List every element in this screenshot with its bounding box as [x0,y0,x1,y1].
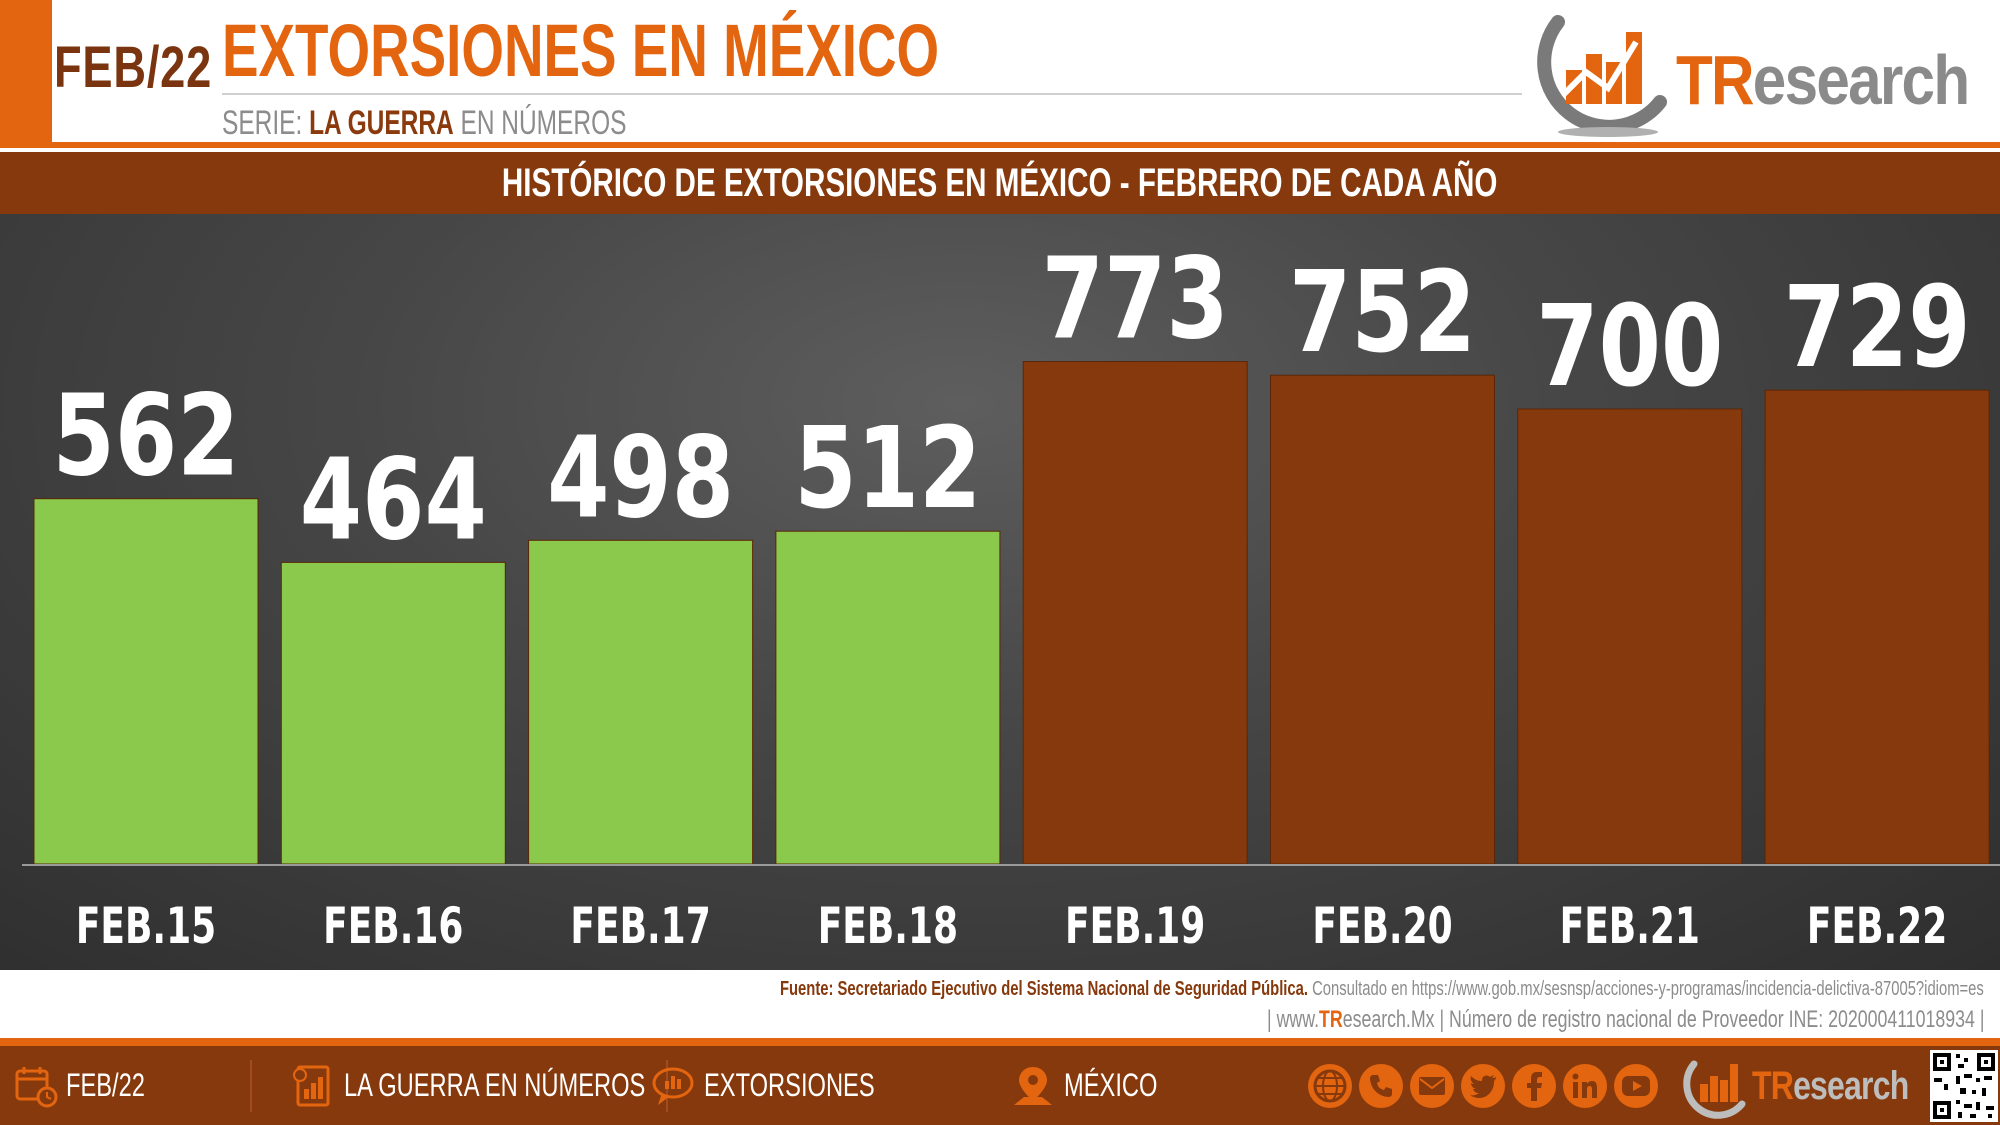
bar-feb-19 [1022,361,1248,865]
x-tick-label-feb-16: FEB.16 [323,898,463,955]
header-accent-stripe [0,0,52,142]
source-pipe-open: | www. [1266,1006,1319,1033]
source-site-rest: esearch.Mx [1342,1006,1435,1033]
x-tick-label-feb-19: FEB.19 [1065,898,1205,955]
linkedin-icon[interactable] [1563,1063,1607,1108]
source-citation: Fuente: Secretariado Ejecutivo del Siste… [780,978,1984,1001]
footer-logo-tr: TR [1752,1064,1794,1108]
source-consulted: Consultado en https://www.gob.mx/sesnsp/… [1312,978,1984,1000]
mail-icon[interactable] [1410,1063,1454,1108]
chart-title: HISTÓRICO DE EXTORSIONES EN MÉXICO - FEB… [502,160,1498,205]
footer-bar: FEB/22 LA GUERRA EN NÚMEROS EXTORSIONES … [0,1046,2000,1125]
footer-topic-item: EXTORSIONES [650,1046,935,1125]
speech-chart-icon [652,1067,694,1105]
header-bottom-rule [0,142,2000,148]
x-tick-label-feb-22: FEB.22 [1807,898,1947,955]
footer-logo-icon [1683,1060,1746,1119]
series-subtitle: SERIE: LA GUERRA EN NÚMEROS [222,104,626,143]
footer-date-item: FEB/22 [14,1046,173,1125]
header-date: FEB/22 [54,35,213,100]
series-prefix: SERIE: [222,104,303,142]
map-pin-icon [1014,1066,1052,1105]
footer-place-item: MÉXICO [1010,1046,1190,1125]
globe-icon[interactable] [1308,1063,1352,1108]
bar-feb-16 [280,561,506,865]
bar-feb-22 [1764,389,1990,865]
report-chart-icon [293,1065,330,1106]
tresearch-logo-text: TResearch [1676,40,1970,120]
footer-top-rule [0,1038,2000,1046]
source-label: Fuente: Secretariado Ejecutivo del Siste… [780,978,1309,1000]
calendar-icon [15,1066,58,1107]
qr-code-icon[interactable] [1930,1050,1998,1122]
data-label-feb-22: 729 [1784,262,1971,392]
data-label-feb-19: 773 [1042,234,1229,364]
bar-feb-15 [33,498,259,865]
bar-feb-18 [775,530,1001,865]
footer-series: LA GUERRA EN NÚMEROS [344,1067,646,1103]
footer-separator [250,1060,252,1112]
series-suffix: EN NÚMEROS [460,104,627,142]
logo-tr: TR [1676,41,1755,119]
footer-logo-text: TResearch [1752,1064,1909,1109]
data-label-feb-17: 498 [547,412,734,542]
x-tick-label-feb-15: FEB.15 [76,898,216,955]
source-registry: | Número de registro nacional de Proveed… [1438,1006,1984,1033]
footer-logo-rest: esearch [1793,1064,1909,1108]
bar-chart: 562 FEB.15 464 FEB.16 498 FEB.17 512 FEB.18 773 F… [22,234,2000,956]
series-highlight: LA GUERRA [309,104,454,142]
facebook-icon[interactable] [1512,1063,1556,1108]
footer-series-item: LA GUERRA EN NÚMEROS [290,1046,751,1125]
bar-feb-20 [1270,374,1495,865]
data-label-feb-20: 752 [1289,247,1476,377]
youtube-icon[interactable] [1614,1063,1658,1108]
bar-feb-21 [1517,408,1743,865]
bar-feb-17 [528,539,754,865]
social-links [1308,1046,1658,1125]
phone-icon[interactable] [1359,1063,1403,1108]
chart-title-bar: HISTÓRICO DE EXTORSIONES EN MÉXICO - FEB… [0,152,2000,214]
x-tick-label-feb-17: FEB.17 [570,898,710,955]
chart-area: 562 FEB.15 464 FEB.16 498 FEB.17 512 FEB.18 773 F… [0,214,2000,970]
data-label-feb-18: 512 [794,403,981,533]
data-label-feb-15: 562 [52,371,239,501]
footer-place: MÉXICO [1064,1067,1158,1103]
footer-date: FEB/22 [66,1067,145,1103]
data-label-feb-16: 464 [300,435,487,565]
logo-rest: esearch [1752,41,1970,119]
source-website: | www.TResearch.Mx | Número de registro … [1267,1006,1984,1034]
tresearch-logo-icon [1537,15,1667,137]
x-tick-label-feb-20: FEB.20 [1312,898,1452,955]
page-title: EXTORSIONES EN MÉXICO [222,9,940,92]
footer-topic: EXTORSIONES [704,1067,875,1103]
source-section: Fuente: Secretariado Ejecutivo del Siste… [0,970,2000,1046]
data-label-feb-21: 700 [1536,281,1723,411]
x-tick-label-feb-21: FEB.21 [1560,898,1700,955]
x-tick-label-feb-18: FEB.18 [818,898,958,955]
source-site-tr: TR [1318,1006,1343,1033]
twitter-icon[interactable] [1461,1063,1505,1108]
header-divider [222,93,1522,95]
